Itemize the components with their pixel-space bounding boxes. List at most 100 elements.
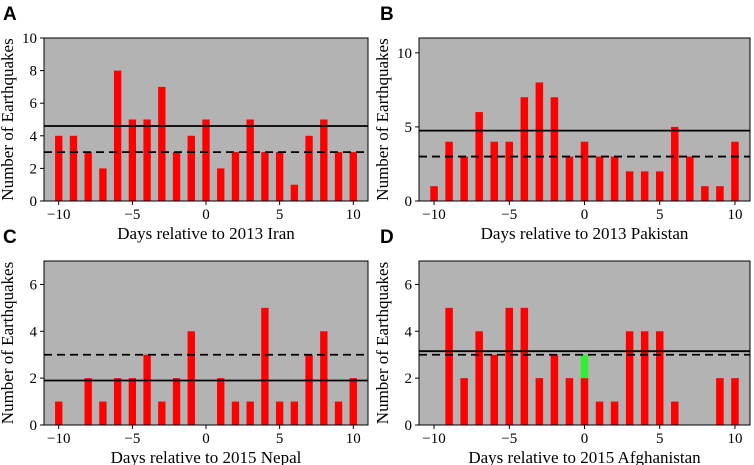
bar: [595, 156, 604, 201]
x-axis-label: Days relative to 2013 Iran: [117, 224, 295, 243]
y-axis-label: Number of Earthquakes: [0, 38, 17, 200]
bar: [261, 307, 269, 425]
y-tick-label: 0: [405, 418, 413, 434]
bar: [187, 135, 195, 201]
bar: [731, 378, 739, 425]
bar: [143, 354, 151, 425]
bar: [55, 135, 63, 201]
bar: [261, 152, 269, 201]
bar: [490, 354, 498, 425]
y-axis-label: Number of Earthquakes: [373, 262, 392, 424]
y-axis-label: Number of Earthquakes: [373, 38, 392, 200]
panel-a: −10 −5 0 5 10 0 2 4 6 8 10 Days relative to 2013 Ir…: [0, 4, 369, 243]
x-tick-label: −5: [501, 431, 517, 447]
panel-letter: A: [3, 4, 17, 25]
x-tick-label: 5: [276, 431, 284, 447]
bar: [158, 86, 166, 201]
bar: [231, 152, 240, 201]
bar: [445, 307, 453, 425]
x-tick-label: −10: [422, 207, 445, 223]
x-tick-label: 5: [656, 207, 664, 223]
bar: [671, 126, 679, 201]
y-axis-label: Number of Earthquakes: [0, 262, 17, 424]
bar: [580, 141, 589, 201]
bar: [716, 378, 724, 425]
y-tick-label: 8: [30, 64, 38, 80]
x-tick-label: −10: [47, 207, 70, 223]
bar: [475, 112, 483, 201]
y-tick-label: 4: [30, 129, 38, 145]
bar: [550, 354, 559, 425]
bar: [334, 401, 343, 425]
y-tick-label: 2: [405, 371, 413, 387]
y-tick-label: 6: [405, 277, 413, 293]
bar: [305, 354, 313, 425]
bar: [610, 401, 619, 425]
panel-letter: D: [380, 227, 394, 248]
x-tick-label: −10: [422, 431, 445, 447]
y-tick-label: 2: [30, 371, 38, 387]
bar: [460, 378, 468, 425]
bar: [535, 82, 544, 201]
x-tick-label: 0: [202, 207, 210, 223]
bar: [320, 119, 328, 201]
x-tick-label: 10: [727, 207, 742, 223]
bar: [475, 331, 483, 425]
x-tick-label: 5: [656, 431, 664, 447]
y-tick-label: 6: [30, 96, 38, 112]
bar: [84, 152, 92, 201]
bar: [671, 401, 679, 425]
bar: [143, 119, 151, 201]
bar: [113, 70, 122, 201]
bar: [158, 401, 166, 425]
bar: [565, 156, 574, 201]
bar: [172, 152, 181, 201]
bar: [505, 307, 514, 425]
x-tick-label: 0: [202, 431, 210, 447]
bar: [84, 378, 92, 425]
bar: [172, 378, 181, 425]
bar: [701, 186, 709, 201]
bar: [550, 97, 559, 201]
bar: [246, 401, 254, 425]
bar: [69, 135, 78, 201]
bar: [535, 378, 544, 425]
bar: [217, 168, 225, 201]
x-tick-label: −10: [47, 431, 70, 447]
bar: [305, 135, 313, 201]
bar: [231, 401, 240, 425]
bar: [275, 152, 284, 201]
bar: [99, 168, 107, 201]
x-tick-label: 10: [346, 207, 361, 223]
bar: [290, 401, 299, 425]
bar: [320, 331, 328, 425]
y-tick-label: 2: [30, 161, 38, 177]
bar: [731, 141, 739, 201]
y-tick-label: 10: [22, 31, 37, 47]
bar: [99, 401, 107, 425]
bar: [349, 378, 357, 425]
bar: [128, 378, 137, 425]
x-axis-label: Days relative to 2015 Nepal: [111, 448, 302, 465]
x-tick-label: 5: [276, 207, 284, 223]
x-tick-label: −5: [124, 431, 140, 447]
x-tick-label: 10: [346, 431, 361, 447]
bar: [217, 378, 225, 425]
x-tick-label: 0: [581, 431, 589, 447]
x-tick-label: 10: [727, 431, 742, 447]
y-tick-label: 0: [30, 194, 38, 210]
bar: [595, 401, 604, 425]
x-tick-label: 0: [581, 207, 589, 223]
highlight-bar: [580, 354, 589, 379]
bar: [275, 401, 284, 425]
bar: [290, 184, 299, 201]
x-tick-label: −5: [124, 207, 140, 223]
plot-area: [44, 261, 368, 425]
bar: [334, 152, 343, 201]
bar: [716, 186, 724, 201]
bar: [640, 171, 649, 201]
bar: [520, 307, 529, 425]
bar: [640, 331, 649, 425]
y-tick-label: 5: [405, 120, 413, 136]
